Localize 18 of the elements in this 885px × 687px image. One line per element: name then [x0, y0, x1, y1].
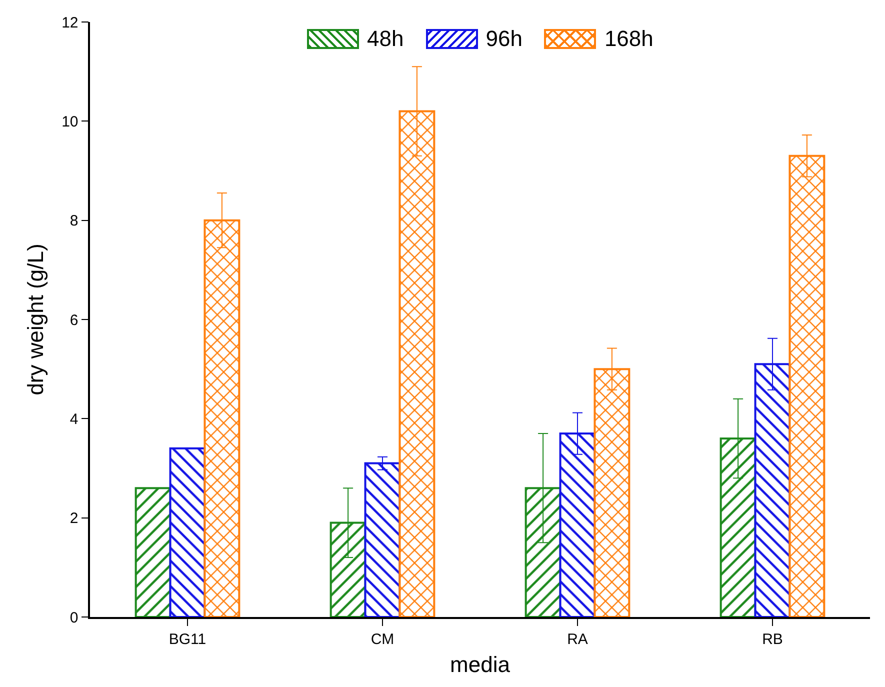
legend-label: 96h	[486, 26, 522, 52]
y-tick-label: 10	[62, 113, 78, 130]
y-tick-label: 12	[62, 14, 78, 32]
x-tick-label: RB	[762, 630, 783, 648]
bar	[134, 487, 172, 617]
x-axis-title: media	[450, 652, 511, 678]
y-tick-label: 6	[70, 312, 78, 329]
y-tick-label: 4	[70, 410, 78, 428]
y-axis-title: dry weight (g/L)	[22, 244, 48, 396]
y-tick-label: 8	[70, 212, 78, 230]
y-tick-label: 0	[70, 609, 78, 626]
x-tick-label: RA	[567, 630, 588, 648]
x-tick-label: BG11	[168, 630, 206, 648]
legend-label: 48h	[367, 26, 404, 52]
x-tick-label: CM	[370, 630, 394, 648]
y-tick-label: 2	[70, 510, 78, 528]
legend-label: 168h	[604, 26, 654, 52]
bar	[169, 447, 206, 617]
